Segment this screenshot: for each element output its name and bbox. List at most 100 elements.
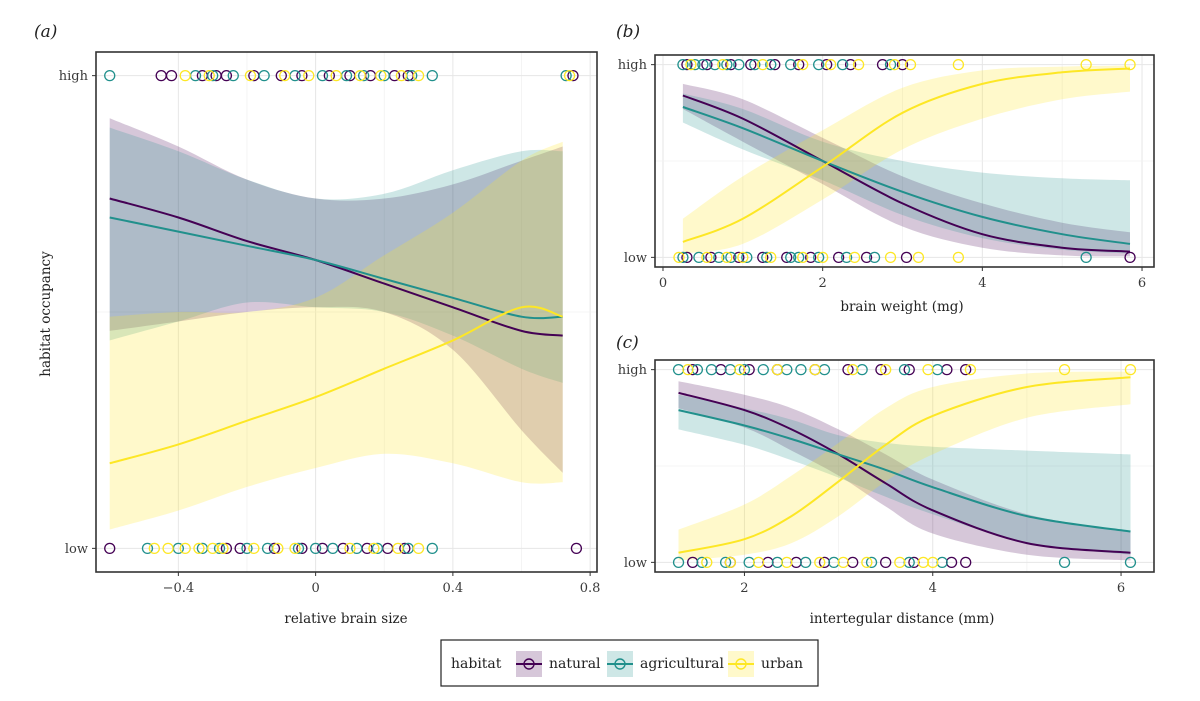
panel-b-point-agricultural-low <box>693 251 705 264</box>
legend-label-urban: urban <box>761 656 803 672</box>
panel-b-point-natural-low <box>805 251 817 264</box>
panel-b-point-natural-high <box>745 58 757 71</box>
panel-a-ribbon-natural <box>109 118 563 473</box>
panel-b-point-agricultural-low <box>813 251 825 264</box>
panel-b-line-agricultural <box>682 106 1131 245</box>
panel-b-point-natural-low <box>832 251 845 264</box>
panel-a-y-axis-title: habitat occupancy <box>38 251 54 377</box>
panel-a-point-natural-high <box>567 69 579 82</box>
panel-c-point-urban-low <box>837 556 849 569</box>
panel-b-x-tick-label: 2 <box>819 276 827 291</box>
panel-b-point-urban-high <box>1124 58 1136 71</box>
panel-b-point-urban-high <box>824 58 837 71</box>
panel-c-point-natural-high <box>687 363 699 376</box>
panel-b-point-agricultural-low <box>713 251 725 264</box>
legend-item-urban: urban <box>728 651 803 677</box>
panel-a-points <box>104 69 583 555</box>
panel-c: (c) 2 4 6 low high intertegular distance (m… <box>616 333 1155 627</box>
panel-b-point-agricultural-low <box>840 251 853 264</box>
panel-a-point-urban-low <box>344 542 356 555</box>
panel-b-point-natural-high <box>725 58 737 71</box>
panel-a-point-natural-low <box>234 542 246 555</box>
panel-c-y-tick-label: low <box>624 556 647 571</box>
panel-b-point-natural-low <box>900 251 913 264</box>
panel-c-point-urban-high <box>922 363 934 376</box>
panel-b-point-urban-low <box>817 251 829 264</box>
panel-c-point-urban-low <box>894 556 906 569</box>
panel-c-point-natural-high <box>842 363 854 376</box>
panel-b-point-agricultural-high <box>697 58 709 71</box>
panel-a-point-urban-high <box>303 69 315 82</box>
panel-b-point-urban-low <box>912 251 925 264</box>
panel-a-point-urban-high <box>563 69 576 82</box>
panel-a-point-urban-low <box>179 542 191 555</box>
legend-item-agricultural: agricultural <box>607 651 724 677</box>
panel-a-x-tick-label: −0.4 <box>163 581 195 596</box>
panel-b-point-urban-low <box>737 251 749 264</box>
panel-c-point-urban-low <box>781 556 793 569</box>
panel-b-points <box>673 58 1136 264</box>
panel-a-point-agricultural-low <box>351 542 363 555</box>
panel-b-frame <box>654 54 1155 268</box>
panel-b-point-urban-low <box>765 251 777 264</box>
panel-b-point-agricultural-high <box>709 58 721 71</box>
panel-c-x-tick-label: 4 <box>929 581 937 596</box>
panel-b-point-agricultural-low <box>725 251 737 264</box>
panel-a-point-urban-low <box>368 542 380 555</box>
panel-b-point-urban-high <box>904 58 917 71</box>
panel-a-x-axis-title: relative brain size <box>284 611 407 627</box>
panel-b-point-agricultural-low <box>785 251 797 264</box>
panel-a-lines <box>109 197 563 465</box>
panel-a-point-urban-low <box>289 542 301 555</box>
panel-a-point-urban-low <box>272 542 284 555</box>
panel-c-lines <box>678 376 1131 554</box>
panel-a-point-urban-low <box>248 542 260 555</box>
panel-b-point-urban-low <box>673 251 685 264</box>
panel-c-point-agricultural-high <box>738 363 751 376</box>
panel-c-point-natural-low <box>960 556 972 569</box>
panel-c-x-tick-label: 2 <box>740 581 748 596</box>
panel-b-point-agricultural-low <box>793 251 805 264</box>
panel-c-point-agricultural-low <box>672 556 685 569</box>
panel-a-point-urban-low <box>148 542 160 555</box>
panel-a-point-agricultural-low <box>141 542 154 555</box>
panel-a-x-ticks: −0.4 0 0.4 0.8 <box>163 572 600 596</box>
panel-a-tag: (a) <box>34 22 57 42</box>
panel-a-point-urban-high <box>375 69 387 82</box>
panel-a-point-natural-low <box>268 542 281 555</box>
panel-a-point-urban-high <box>279 69 291 82</box>
panel-b-point-urban-high <box>852 58 865 71</box>
panel-c-x-tick-label: 6 <box>1117 581 1125 596</box>
panel-b-ribbon-natural <box>682 83 1130 257</box>
panel-a-point-agricultural-high <box>426 69 438 82</box>
panel-c-point-urban-high <box>964 363 977 376</box>
panel-a-x-tick-label: 0.4 <box>443 581 464 596</box>
panel-c-line-natural <box>678 391 1131 554</box>
panel-b-x-ticks: 0 2 4 6 <box>659 267 1146 291</box>
panel-b-y-ticks: low high <box>618 58 655 266</box>
panel-a-line-natural <box>109 197 563 337</box>
panel-c-point-urban-low <box>701 556 713 569</box>
panel-a-point-urban-low <box>193 542 205 555</box>
panel-a-point-agricultural-low <box>213 542 226 555</box>
panel-b-point-urban-high <box>717 58 729 71</box>
panel-b-point-agricultural-high <box>765 58 777 71</box>
panel-a-point-natural-high <box>296 69 308 82</box>
panel-a-point-natural-low <box>399 542 411 555</box>
panel-b-point-agricultural-low <box>741 251 753 264</box>
legend-point-agricultural <box>614 658 626 670</box>
panel-c-point-agricultural-low <box>799 556 812 569</box>
panel-b-point-urban-high <box>797 58 809 71</box>
panel-b-point-natural-high <box>821 58 833 71</box>
panel-b-point-urban-high <box>757 58 769 71</box>
legend-label-agricultural: agricultural <box>640 656 724 672</box>
panel-c-point-urban-high <box>682 363 694 376</box>
panel-b-x-tick-label: 0 <box>659 276 667 291</box>
panel-c-line-agricultural <box>678 409 1131 533</box>
panel-c-x-ticks: 2 4 6 <box>740 572 1125 596</box>
panel-a-point-natural-high <box>220 69 233 82</box>
panel-a-point-agricultural-low <box>309 542 322 555</box>
legend-point-natural <box>523 658 535 670</box>
panel-a-y-tick-label: high <box>59 69 89 84</box>
panel-c-line-urban <box>678 376 1131 554</box>
